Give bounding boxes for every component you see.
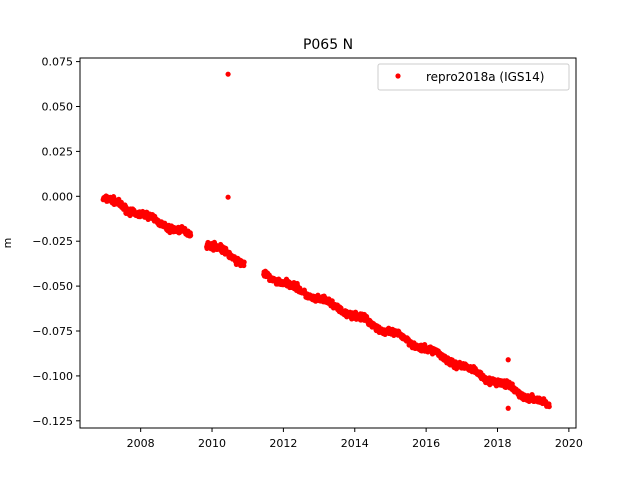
legend-label: repro2018a (IGS14): [426, 70, 544, 84]
legend-box: [377, 63, 570, 91]
x-axis-ticks: 2008 2010 2012 2014 2016 2018 2020: [127, 428, 583, 450]
outlier-point: [225, 71, 231, 77]
data-point: [546, 403, 552, 410]
x-tick-label: 2018: [483, 437, 511, 450]
y-tick-label: −0.100: [32, 370, 73, 383]
y-axis-ticks: 0.075 0.050 0.025 0.000 −0.025 −0.050 −0.075 −0…: [32, 56, 80, 428]
x-tick-label: 2020: [555, 437, 583, 450]
y-tick-label: 0.075: [42, 56, 74, 69]
y-tick-label: 0.050: [42, 100, 74, 113]
x-tick-label: 2010: [198, 437, 226, 450]
outlier-point: [225, 194, 231, 200]
x-tick-label: 2014: [341, 437, 369, 450]
plot-frame: [79, 57, 577, 429]
y-tick-label: 0.000: [42, 190, 74, 203]
x-tick-label: 2012: [269, 437, 297, 450]
outlier-point: [505, 405, 511, 411]
chart-title: P065 N: [303, 37, 353, 53]
data-point: [188, 232, 194, 238]
legend-marker: [395, 73, 401, 79]
y-tick-label: 0.025: [42, 145, 74, 158]
data-point: [241, 259, 247, 265]
y-tick-label: −0.050: [32, 280, 73, 293]
x-tick-label: 2008: [127, 437, 155, 450]
y-axis-label: m: [1, 238, 14, 249]
outlier-point: [505, 357, 511, 363]
y-tick-label: −0.025: [32, 235, 73, 248]
legend: repro2018a (IGS14): [377, 63, 570, 91]
y-tick-label: −0.075: [32, 325, 73, 338]
x-tick-label: 2016: [412, 437, 440, 450]
y-tick-label: −0.125: [32, 415, 73, 428]
data-points: [100, 71, 552, 411]
